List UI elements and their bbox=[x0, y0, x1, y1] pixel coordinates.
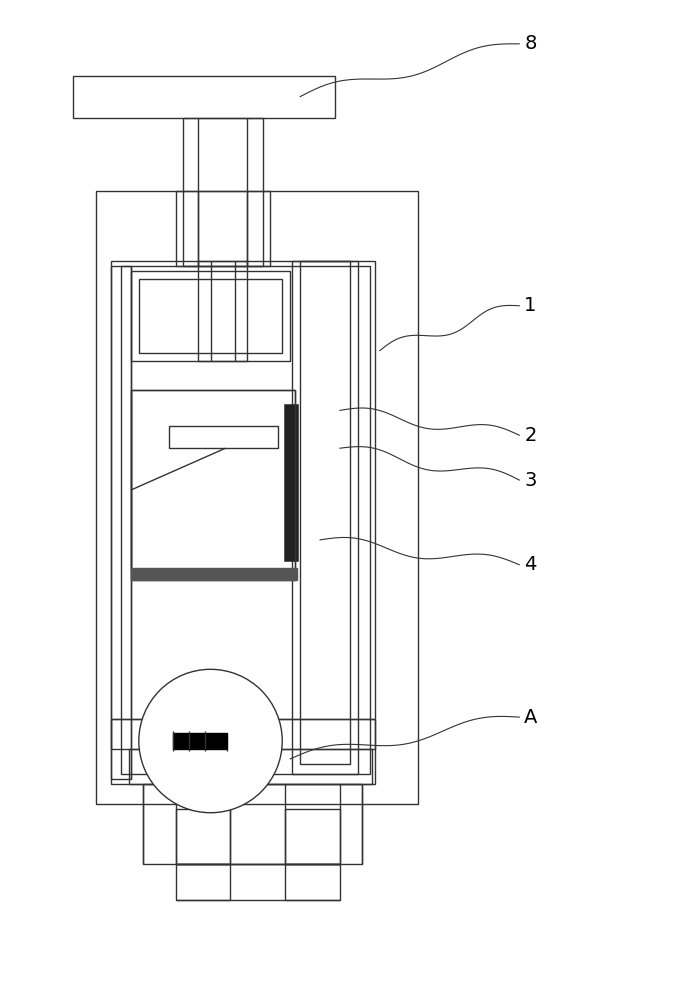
Bar bbox=[111, 261, 375, 784]
Bar bbox=[285, 809, 340, 864]
Text: 3: 3 bbox=[524, 471, 537, 490]
Text: 1: 1 bbox=[524, 296, 537, 315]
Bar bbox=[197, 261, 247, 361]
Text: 8: 8 bbox=[524, 34, 537, 53]
Bar bbox=[131, 390, 295, 580]
Bar bbox=[121, 266, 370, 774]
Bar bbox=[173, 733, 227, 749]
Bar bbox=[111, 719, 375, 749]
Bar bbox=[169, 426, 279, 448]
Text: A: A bbox=[524, 708, 537, 727]
Bar bbox=[285, 405, 297, 560]
Bar bbox=[300, 261, 350, 764]
Bar bbox=[131, 271, 290, 361]
Bar bbox=[285, 864, 340, 900]
Bar bbox=[292, 261, 358, 774]
Bar bbox=[176, 864, 230, 900]
Bar bbox=[131, 390, 295, 570]
Bar bbox=[96, 191, 417, 804]
Bar bbox=[183, 118, 264, 266]
Text: 2: 2 bbox=[524, 426, 537, 445]
Bar bbox=[111, 266, 131, 779]
Bar bbox=[176, 191, 270, 266]
Bar bbox=[143, 784, 362, 864]
Bar bbox=[73, 76, 335, 118]
Bar bbox=[139, 279, 282, 353]
Text: 4: 4 bbox=[524, 555, 537, 574]
Circle shape bbox=[139, 669, 282, 813]
Bar bbox=[129, 749, 372, 784]
Bar bbox=[176, 809, 230, 864]
Bar bbox=[131, 568, 297, 580]
